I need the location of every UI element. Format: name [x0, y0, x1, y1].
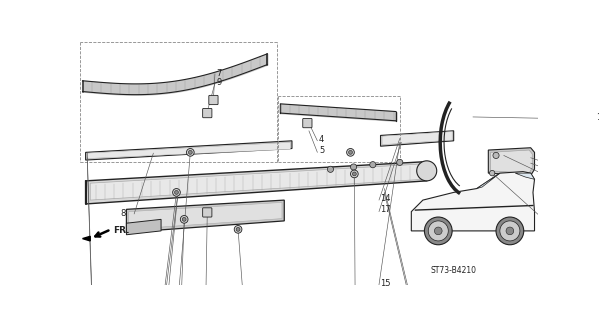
Polygon shape	[488, 148, 534, 175]
Polygon shape	[477, 173, 500, 188]
Circle shape	[428, 221, 448, 241]
Circle shape	[417, 161, 437, 181]
Text: 9: 9	[216, 78, 222, 87]
Polygon shape	[129, 203, 282, 229]
Circle shape	[328, 166, 334, 172]
Text: ST73-B4210: ST73-B4210	[431, 267, 477, 276]
Circle shape	[489, 171, 495, 176]
Circle shape	[182, 217, 186, 221]
Text: 5: 5	[319, 146, 324, 155]
Circle shape	[236, 228, 240, 231]
Circle shape	[352, 172, 356, 176]
Text: 10: 10	[596, 113, 599, 122]
Circle shape	[347, 148, 355, 156]
FancyBboxPatch shape	[209, 95, 218, 105]
FancyBboxPatch shape	[202, 208, 212, 217]
Circle shape	[189, 150, 192, 154]
Polygon shape	[380, 131, 453, 146]
Polygon shape	[126, 200, 285, 232]
Circle shape	[370, 162, 376, 168]
Circle shape	[397, 159, 403, 165]
Circle shape	[434, 227, 442, 235]
Circle shape	[493, 152, 499, 158]
Polygon shape	[90, 164, 423, 200]
Polygon shape	[126, 219, 161, 235]
Circle shape	[180, 215, 188, 223]
Text: 8: 8	[120, 210, 126, 219]
Text: 17: 17	[380, 205, 391, 214]
Circle shape	[500, 221, 520, 241]
Text: 15: 15	[380, 279, 391, 288]
Circle shape	[349, 150, 352, 154]
FancyBboxPatch shape	[202, 108, 212, 118]
Text: 14: 14	[380, 194, 391, 203]
Text: 4: 4	[319, 135, 324, 144]
Circle shape	[234, 226, 242, 233]
Polygon shape	[491, 150, 533, 173]
Circle shape	[174, 190, 179, 194]
Circle shape	[506, 227, 514, 235]
FancyBboxPatch shape	[302, 118, 312, 128]
Circle shape	[173, 188, 180, 196]
Polygon shape	[515, 173, 534, 179]
Polygon shape	[83, 236, 90, 241]
Polygon shape	[86, 162, 426, 204]
Circle shape	[496, 217, 524, 245]
Circle shape	[425, 217, 452, 245]
Circle shape	[350, 164, 356, 170]
Polygon shape	[382, 132, 452, 145]
Text: 7: 7	[216, 68, 222, 77]
Polygon shape	[412, 172, 534, 231]
Text: FR.: FR.	[113, 227, 130, 236]
Circle shape	[350, 170, 358, 178]
Circle shape	[186, 148, 194, 156]
Polygon shape	[87, 142, 291, 158]
Polygon shape	[86, 141, 292, 160]
